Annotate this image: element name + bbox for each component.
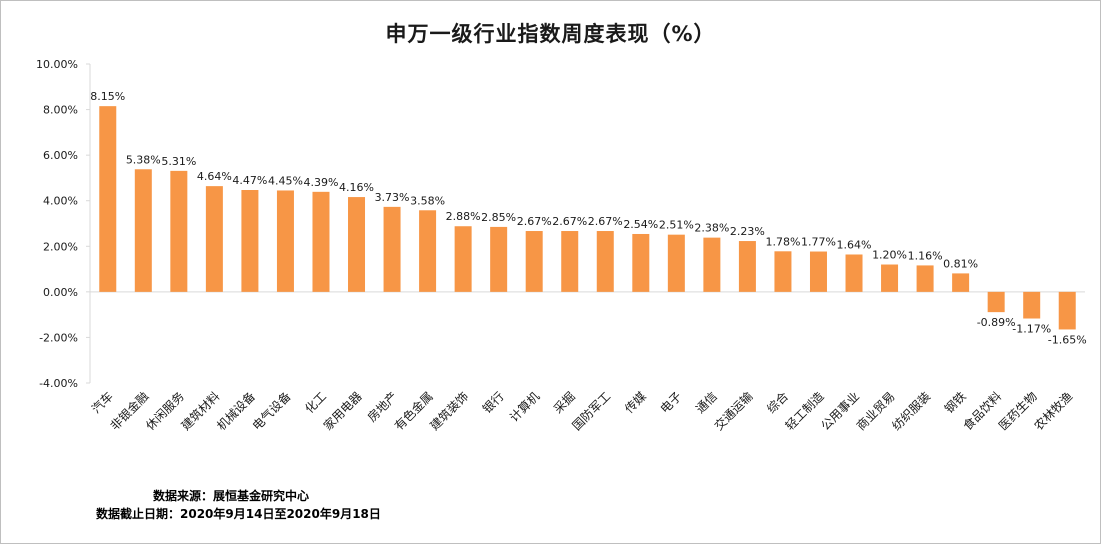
bar	[703, 237, 721, 292]
category-label: 计算机	[506, 389, 542, 425]
category-label: 休闲服务	[142, 389, 187, 434]
data-label: -1.17%	[1012, 323, 1051, 336]
bar	[596, 231, 614, 292]
category-label: 汽车	[88, 389, 116, 417]
category-label: 综合	[763, 389, 791, 417]
bar	[134, 169, 152, 292]
data-label: 4.39%	[304, 176, 339, 189]
bar	[952, 273, 970, 292]
data-label: 2.88%	[446, 210, 481, 223]
category-label: 轻工制造	[783, 389, 827, 433]
category-label: 化工	[302, 389, 329, 416]
data-label: 1.20%	[872, 249, 907, 262]
data-label: 4.64%	[197, 170, 232, 183]
data-label: 5.31%	[161, 155, 196, 168]
category-label: 家用电器	[320, 389, 365, 434]
bar	[419, 210, 437, 292]
category-label: 通信	[693, 389, 720, 416]
y-tick-label: 6.00%	[43, 149, 78, 162]
bar	[774, 251, 792, 292]
y-tick-label: 0.00%	[43, 286, 78, 299]
category-label: 纺织服装	[889, 389, 933, 433]
category-label: 建筑材料	[178, 389, 223, 434]
bar	[1023, 291, 1041, 319]
data-label: 5.38%	[126, 153, 161, 166]
category-label: 商业贸易	[853, 389, 898, 434]
bar	[738, 241, 756, 292]
data-label: 4.45%	[268, 174, 303, 187]
data-label: 8.15%	[90, 90, 125, 103]
bar	[1058, 291, 1076, 330]
data-label: 4.47%	[232, 174, 267, 187]
data-label: 0.81%	[943, 257, 978, 270]
data-label: 3.73%	[375, 191, 410, 204]
category-label: 公用事业	[818, 389, 862, 433]
category-label: 有色金属	[391, 389, 436, 434]
category-label: 农林牧渔	[1032, 389, 1076, 433]
y-tick-label: -4.00%	[39, 377, 78, 390]
bar	[348, 197, 366, 292]
bar	[205, 186, 223, 292]
bar	[312, 191, 330, 292]
category-label: 钢铁	[942, 389, 969, 416]
bar	[881, 264, 899, 292]
bar	[561, 231, 579, 292]
data-label: 4.16%	[339, 181, 374, 194]
bar	[276, 190, 294, 292]
data-label: 2.67%	[517, 215, 552, 228]
data-label: 2.85%	[481, 211, 516, 224]
data-label: 2.54%	[623, 218, 658, 231]
bar	[454, 226, 472, 292]
category-label: 食品饮料	[960, 389, 1005, 434]
data-label: 2.51%	[659, 219, 694, 232]
source-note: 数据来源：展恒基金研究中心	[153, 489, 310, 503]
category-label: 建筑装饰	[427, 389, 472, 434]
bar	[987, 291, 1005, 313]
category-label: 国防军工	[569, 389, 614, 434]
date-range-note: 数据截止日期：2020年9月14日至2020年9月18日	[96, 507, 381, 521]
y-tick-label: 4.00%	[43, 195, 78, 208]
category-label: 机械设备	[213, 389, 258, 434]
bar	[170, 170, 188, 292]
y-tick-label: 8.00%	[43, 104, 78, 117]
category-label: 银行	[480, 389, 507, 416]
category-label: 交通运输	[711, 389, 756, 434]
data-label: -0.89%	[977, 316, 1016, 329]
data-label: -1.65%	[1048, 333, 1087, 346]
bar	[916, 265, 934, 292]
bar	[845, 254, 863, 292]
data-label: 1.77%	[801, 236, 836, 249]
category-label: 电气设备	[249, 389, 294, 434]
category-label: 采掘	[550, 389, 578, 417]
category-label: 非银金融	[107, 389, 152, 434]
y-tick-label: 2.00%	[43, 240, 78, 253]
bar	[632, 233, 650, 292]
bar	[525, 231, 543, 292]
bar	[383, 206, 401, 292]
bar	[241, 190, 259, 292]
data-label: 2.67%	[552, 215, 587, 228]
data-label: 2.38%	[694, 222, 729, 235]
data-label: 1.16%	[908, 249, 943, 262]
chart-title: 申万一级行业指数周度表现（%）	[385, 22, 716, 46]
category-label: 传媒	[621, 389, 649, 417]
y-tick-label: -2.00%	[39, 331, 78, 344]
category-label: 电子	[658, 389, 685, 416]
bar	[490, 226, 508, 292]
bar	[99, 106, 117, 292]
data-label: 3.58%	[410, 194, 445, 207]
data-label: 1.78%	[765, 235, 800, 248]
bar	[667, 234, 685, 292]
y-tick-label: 10.00%	[36, 58, 78, 71]
data-label: 1.64%	[837, 238, 872, 251]
data-label: 2.67%	[588, 215, 623, 228]
category-label: 医药生物	[996, 389, 1040, 433]
data-label: 2.23%	[730, 225, 765, 238]
bar	[809, 251, 827, 292]
